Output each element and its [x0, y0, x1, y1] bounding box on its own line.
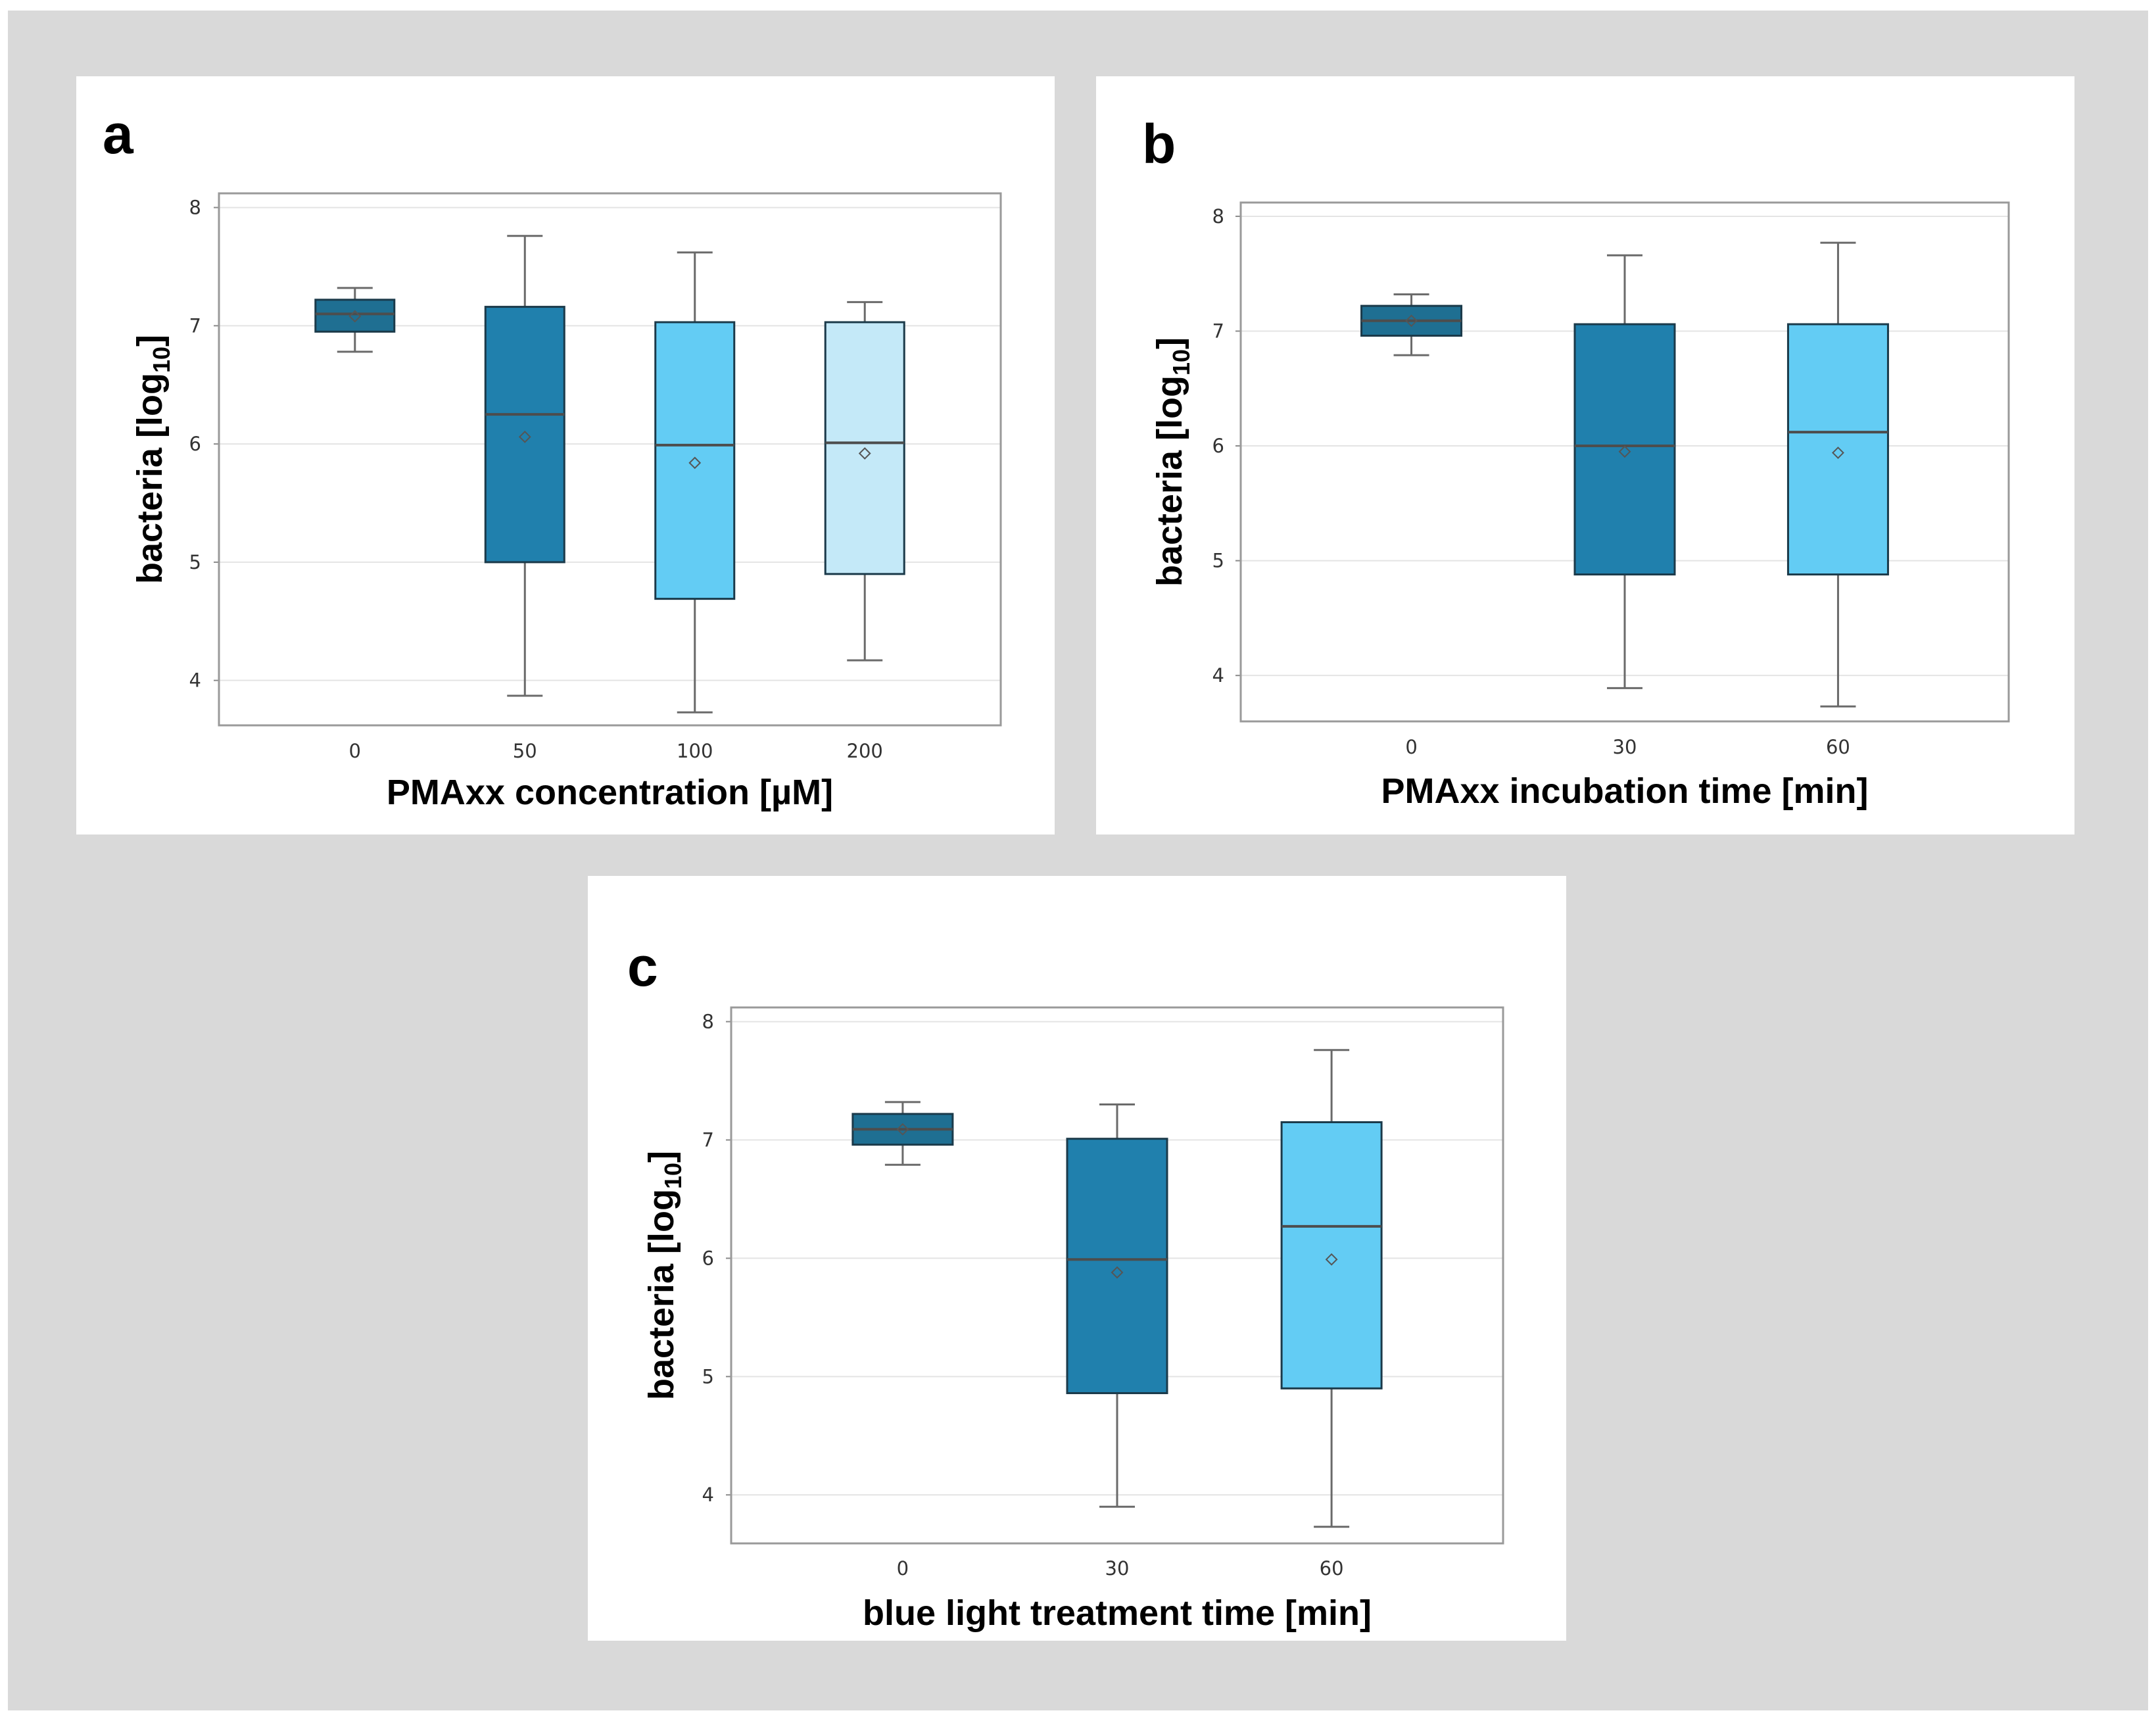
- y-tick-label: 5: [702, 1365, 714, 1388]
- chart-b: 4 5 6 7 8 0 30 60 PMAxx incubation time [min] bac…: [1150, 201, 2010, 811]
- y-axis-label: bacteria [log10]: [642, 1151, 686, 1400]
- y-tick-label: 8: [702, 1011, 714, 1033]
- y-tick-label: 4: [702, 1484, 714, 1506]
- panel-b: b 4 5 6 7 8 0 30 60 PMAxx incubation time [min] b…: [1096, 76, 2074, 834]
- x-tick-label: 50: [513, 740, 537, 762]
- panel-b-letter: b: [1142, 113, 1176, 175]
- y-tick-label: 7: [189, 314, 201, 337]
- y-axis-label-main: bacteria [log: [130, 373, 170, 584]
- box-50: [484, 306, 565, 564]
- x-tick-label: 0: [1405, 736, 1417, 758]
- box-100: [654, 321, 736, 600]
- y-tick-label: 4: [1212, 664, 1224, 687]
- mean-marker: [896, 1123, 909, 1136]
- y-tick-label: 7: [702, 1129, 714, 1151]
- panel-c: c 4 5 6 7 8 0 30 60 blue light treatment time [m…: [588, 876, 1566, 1641]
- y-axis-label: bacteria [log10]: [1150, 337, 1195, 587]
- y-tick-label: 8: [1212, 205, 1224, 228]
- plot-frame: [1239, 201, 2010, 723]
- chart-a: 4 5 6 7 8 0 50 100 200 PMAxx concentration [µM] ba…: [130, 192, 1002, 812]
- panel-a-letter: a: [103, 103, 133, 165]
- y-axis-label-subscript: 10: [1168, 349, 1195, 375]
- y-tick-label: 8: [189, 197, 201, 219]
- x-tick-label: 100: [677, 740, 713, 762]
- mean-marker: [688, 456, 702, 470]
- y-tick-label: 6: [1212, 435, 1224, 457]
- x-axis-label: blue light treatment time [min]: [863, 1593, 1372, 1633]
- y-axis-label-end: ]: [642, 1151, 681, 1163]
- mean-marker: [1405, 314, 1418, 327]
- y-axis-label: bacteria [log10]: [130, 335, 175, 584]
- mean-marker: [348, 310, 362, 323]
- box-60: [1786, 323, 1889, 576]
- y-tick-label: 7: [1212, 320, 1224, 343]
- mean-marker: [1111, 1266, 1124, 1279]
- x-tick-label: 60: [1826, 736, 1850, 758]
- box-0: [314, 299, 396, 333]
- figure-background: a 4 5 6 7 8 0 50 100 200 PMAxx concentration [µM]…: [8, 11, 2148, 1710]
- box-30: [1573, 323, 1676, 576]
- x-tick-label: 0: [349, 740, 361, 762]
- chart-c: 4 5 6 7 8 0 30 60 blue light treatment time [min…: [642, 1006, 1504, 1633]
- plot-frame: [218, 192, 1002, 727]
- y-tick-label: 5: [1212, 550, 1224, 572]
- x-tick-label: 30: [1613, 736, 1637, 758]
- y-axis-label-main: bacteria [log: [642, 1189, 681, 1400]
- mean-marker: [1325, 1253, 1338, 1266]
- y-axis-label-subscript: 10: [148, 347, 175, 373]
- plot-frame: [730, 1006, 1504, 1545]
- mean-marker: [518, 430, 531, 443]
- mean-marker: [858, 447, 871, 460]
- mean-marker: [1618, 445, 1631, 458]
- box-30: [1066, 1138, 1168, 1395]
- x-tick-label: 60: [1320, 1557, 1344, 1580]
- panel-c-letter: c: [627, 936, 658, 998]
- x-axis-label: PMAxx incubation time [min]: [1381, 771, 1868, 811]
- y-tick-label: 6: [702, 1247, 714, 1269]
- y-tick-label: 6: [189, 433, 201, 455]
- y-tick-label: 4: [189, 669, 201, 692]
- y-tick-label: 5: [189, 551, 201, 573]
- y-axis-label-end: ]: [130, 335, 170, 347]
- y-axis-label-main: bacteria [log: [1150, 375, 1189, 587]
- mean-marker: [1832, 447, 1844, 459]
- x-tick-label: 200: [847, 740, 883, 762]
- x-tick-label: 0: [897, 1557, 909, 1580]
- y-axis-label-end: ]: [1150, 337, 1189, 349]
- box-60: [1280, 1121, 1383, 1390]
- x-axis-label: PMAxx concentration [µM]: [387, 773, 833, 812]
- x-tick-label: 30: [1105, 1557, 1130, 1580]
- y-axis-label-subscript: 10: [659, 1163, 686, 1189]
- panel-a: a 4 5 6 7 8 0 50 100 200 PMAxx concentration [µM]…: [76, 76, 1055, 834]
